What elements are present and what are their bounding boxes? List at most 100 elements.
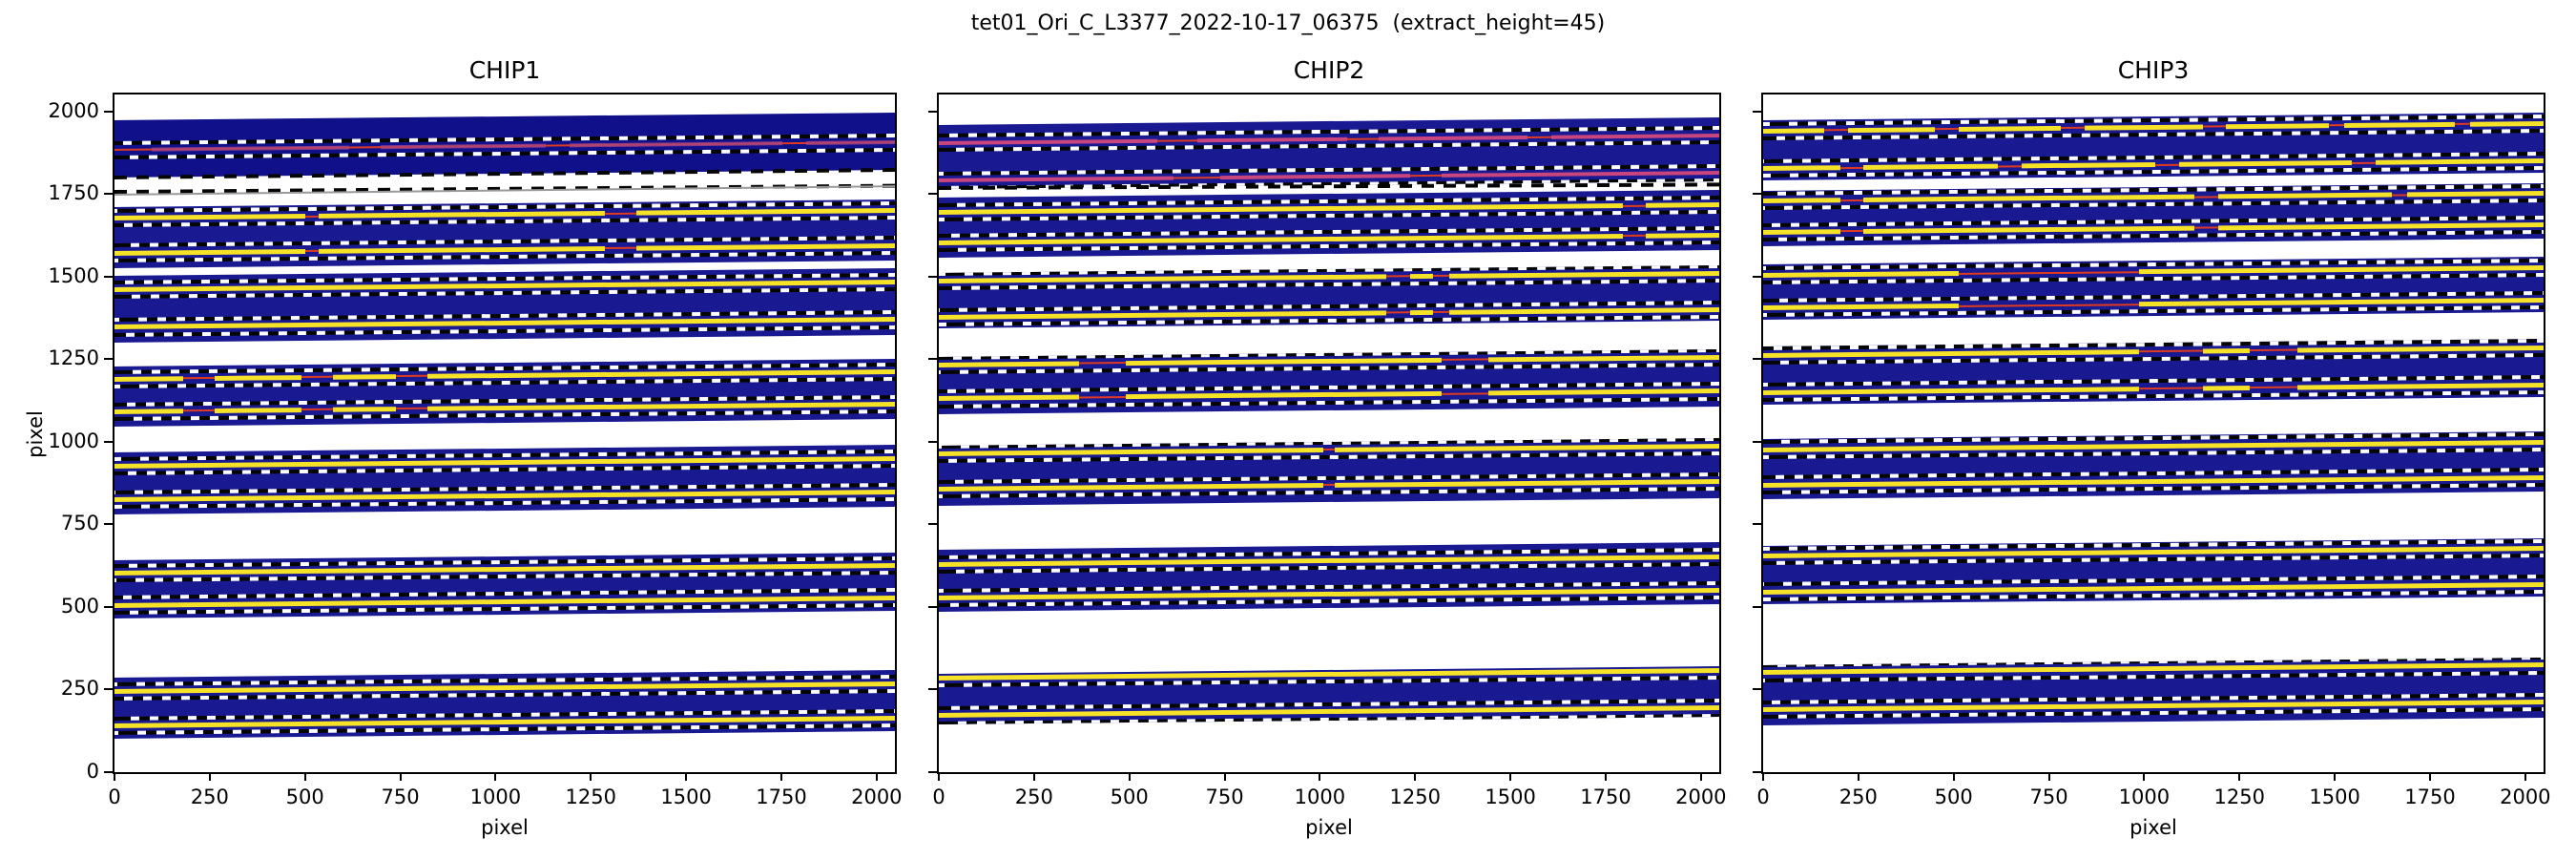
spectral-trace-flux [636, 207, 895, 216]
x-tick-mark [590, 772, 592, 781]
x-tick-label: 0 [1756, 786, 1770, 808]
y-tick-mark [928, 688, 937, 691]
x-tick-mark [1223, 772, 1226, 781]
x-tick-mark [1762, 772, 1764, 781]
y-tick-label: 0 [86, 760, 99, 783]
order-band [1763, 256, 2544, 320]
spectral-trace-flux [1847, 127, 1935, 134]
x-tick-mark [2428, 772, 2431, 781]
x-tick-label: 1000 [469, 786, 522, 808]
x-tick-label: 1250 [2213, 786, 2265, 808]
spectral-trace-flux [333, 406, 397, 412]
y-tick-mark [1753, 358, 1761, 361]
order-band [114, 199, 895, 268]
spectral-trace-flux [2202, 347, 2251, 353]
spectral-trace-flux [2139, 297, 2544, 307]
spectral-trace-flux [114, 376, 184, 382]
x-tick-mark [2524, 772, 2526, 781]
spectral-trace-flux [1488, 388, 1719, 397]
x-tick-mark [114, 772, 115, 781]
spectral-trace-flux [1196, 136, 1347, 142]
order-band [1763, 431, 2544, 499]
plot-area-chip1 [113, 93, 897, 774]
spectral-trace-flux [1763, 128, 1825, 135]
x-tick-mark [1319, 772, 1321, 781]
x-tick-label: 1000 [1294, 786, 1346, 808]
order-band [114, 552, 895, 619]
y-tick-mark [928, 193, 937, 196]
x-tick-mark [938, 772, 940, 781]
order-band [114, 358, 895, 427]
x-tick-label: 500 [285, 786, 324, 808]
y-tick-mark [1753, 605, 1761, 608]
x-tick-mark [2047, 772, 2050, 781]
spectral-trace-flux [1448, 270, 1719, 279]
x-tick-label: 1750 [756, 786, 807, 808]
subplot-chip1: CHIP1 pixel 0 250 500 750 1000 1250 1500 1750 20… [49, 56, 903, 847]
spectral-trace-flux [114, 248, 306, 256]
spectral-trace-flux [2218, 222, 2544, 231]
y-tick-label: 1250 [48, 346, 99, 370]
x-tick-label: 250 [1839, 786, 1878, 808]
order-band [1763, 183, 2544, 247]
spectral-trace-flux [1488, 355, 1719, 363]
spectral-trace-flux [1863, 195, 2195, 203]
spectral-trace-flux [319, 210, 606, 219]
order-band [1763, 537, 2544, 604]
x-tick-label: 2000 [2500, 786, 2551, 808]
plot-area-chip2 [937, 93, 1721, 774]
subplot-title-chip1: CHIP1 [468, 56, 541, 84]
spectral-trace-flux [2226, 123, 2329, 130]
y-tick-label: 250 [60, 677, 99, 701]
y-tick-mark [1753, 193, 1761, 196]
x-tick-mark [2238, 772, 2241, 781]
y-tick-label: 500 [60, 594, 99, 618]
order-band [939, 438, 1719, 507]
y-tick-mark [928, 523, 937, 526]
x-tick-mark [1032, 772, 1035, 781]
y-tick-label: 1000 [48, 429, 99, 452]
x-tick-label: 750 [1205, 786, 1244, 808]
order-band [1763, 113, 2544, 180]
spectral-trace-flux [2407, 191, 2544, 198]
subplot-title-chip3: CHIP3 [2117, 56, 2190, 84]
spectral-trace-flux [2344, 122, 2455, 129]
x-tick-label: 250 [1014, 786, 1053, 808]
x-tick-mark [1952, 772, 1955, 781]
spectral-trace-flux [1763, 271, 1959, 279]
spectral-trace-flux [1958, 126, 2061, 133]
order-band [1763, 657, 2544, 725]
spectral-trace-flux [380, 144, 547, 151]
y-tick-label: 1750 [48, 181, 99, 205]
spectral-trace-flux [2084, 124, 2203, 131]
x-tick-label: 0 [108, 786, 121, 808]
x-tick-label: 0 [932, 786, 945, 808]
spectral-trace-flux [805, 140, 895, 146]
order-band [114, 267, 895, 343]
order-band [939, 666, 1719, 725]
x-tick-label: 1500 [2309, 786, 2360, 808]
spectral-trace-flux [1863, 225, 2195, 235]
x-tick-label: 2000 [1675, 786, 1727, 808]
x-tick-mark [494, 772, 497, 781]
spectral-trace-flux [939, 395, 1079, 402]
spectral-trace-flux [1763, 386, 2140, 395]
x-tick-mark [399, 772, 402, 781]
spectral-trace-flux [1646, 233, 1719, 239]
x-tick-label: 1000 [2118, 786, 2171, 808]
x-tick-label: 750 [2029, 786, 2068, 808]
spectral-trace-flux [1763, 198, 1840, 204]
x-tick-mark [1699, 772, 1702, 781]
order-band [114, 113, 895, 178]
order-band [939, 265, 1719, 329]
x-tick-mark [208, 772, 211, 781]
order-band [939, 190, 1719, 258]
x-tick-label: 1750 [1580, 786, 1631, 808]
y-tick-mark [928, 605, 937, 608]
subplot-title-chip2: CHIP2 [1293, 56, 1365, 84]
x-tick-mark [1604, 772, 1607, 781]
y-tick-mark [104, 193, 113, 196]
y-tick-mark [104, 358, 113, 361]
spectral-trace-flux [2218, 193, 2392, 199]
